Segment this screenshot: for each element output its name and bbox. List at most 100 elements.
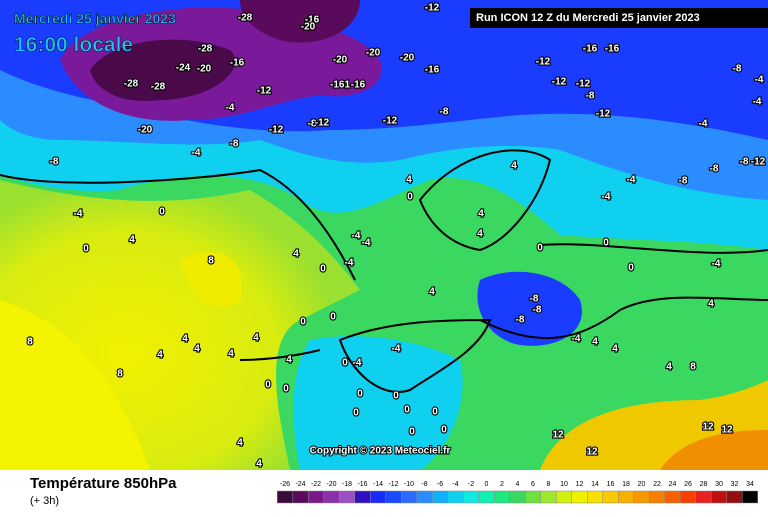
map-label: -8 (533, 305, 542, 316)
map-label: 0 (432, 407, 438, 418)
map-label: 4 (592, 337, 598, 348)
map-label: 8 (117, 369, 123, 380)
map-label: 4 (157, 350, 163, 361)
map-label: 4 (477, 229, 483, 240)
map-label: -4 (755, 75, 764, 86)
legend-tick-label: 34 (746, 481, 754, 488)
legend-tick-label: 18 (622, 481, 630, 488)
map-label: -4 (345, 258, 354, 269)
map-label: -16 (230, 58, 245, 69)
map-label: 0 (357, 389, 363, 400)
map-label: -16 (305, 15, 320, 26)
map-label: -4 (352, 231, 361, 242)
map-label: -12 (257, 86, 272, 97)
map-label: -12 (536, 57, 551, 68)
legend-swatch (509, 490, 526, 504)
map-label: 4 (708, 299, 714, 310)
legend-tick-label: 4 (516, 481, 520, 488)
map-label: -8 (50, 157, 59, 168)
legend-tick-label: -24 (295, 481, 305, 488)
legend-tick-label: -10 (404, 481, 414, 488)
coastlines (0, 149, 768, 393)
map-label: -20 (366, 48, 381, 59)
map-label: -8 (230, 139, 239, 150)
map-label: -4 (392, 344, 401, 355)
map-label: 4 (286, 355, 292, 366)
time: 16:00 locale (14, 34, 133, 57)
legend-tick-label: -2 (468, 481, 474, 488)
map-label: 0 (537, 243, 543, 254)
map-label: 0 (342, 358, 348, 369)
map-label: -16 (425, 65, 440, 76)
map-label: -8 (679, 176, 688, 187)
map-label: -161 (330, 80, 350, 91)
map-label: 8 (27, 337, 33, 348)
legend-tick-label: -26 (280, 481, 290, 488)
run-banner (470, 8, 768, 28)
legend-swatch (416, 490, 433, 504)
legend-tick-label: -6 (437, 481, 443, 488)
legend-tick-label: -16 (357, 481, 367, 488)
map-label: 0 (409, 427, 415, 438)
map-label: -8 (516, 315, 525, 326)
legend-tick-label: 32 (731, 481, 739, 488)
map-label: -8 (530, 294, 539, 305)
map-label: -28 (151, 82, 166, 93)
map-label: 4 (194, 344, 200, 355)
map-label: -4 (572, 334, 581, 345)
map-label: 12 (552, 430, 564, 441)
map-label: -12 (552, 77, 567, 88)
map-label: 0 (330, 312, 336, 323)
legend-swatch (463, 490, 479, 504)
legend-tick-label: -20 (326, 481, 336, 488)
map-label: -4 (353, 358, 362, 369)
legend-tick-label: 8 (547, 481, 551, 488)
legend-swatch (323, 490, 340, 504)
map-label: -12 (383, 116, 398, 127)
map-label: -20 (138, 125, 153, 136)
legend-tick-label: 2 (500, 481, 504, 488)
map-label: 4 (429, 287, 435, 298)
legend-tick-label: -22 (311, 481, 321, 488)
map-label: -20 (301, 22, 316, 33)
copyright: Copyright © 2023 Meteociel.fr (310, 446, 451, 457)
map-label: 4 (406, 175, 412, 186)
legend-swatch (494, 490, 510, 504)
legend-swatch (633, 490, 650, 504)
map-label: -8 (440, 107, 449, 118)
map-label: -8 (740, 157, 749, 168)
footer-title: Température 850hPa (30, 475, 177, 492)
map-label: -28 (198, 44, 213, 55)
legend-swatch (680, 490, 696, 504)
legend-tick-label: 28 (700, 481, 708, 488)
map-label: -12 (596, 109, 611, 120)
legend-swatch (726, 490, 743, 504)
legend-swatch (649, 490, 665, 504)
map-label: 0 (441, 425, 447, 436)
legend-tick-label: 14 (591, 481, 599, 488)
legend-swatch (525, 490, 541, 504)
map-label: 8 (208, 256, 214, 267)
map-label: -16 (351, 80, 366, 91)
map-label: 12 (702, 422, 714, 433)
map-label: -4 (712, 259, 721, 270)
map-label: 0 (603, 238, 609, 249)
map-label: 0 (265, 380, 271, 391)
map-label: -20 (333, 55, 348, 66)
map-label: 4 (293, 249, 299, 260)
color-legend: -26 -24 -22 -20 -18 -16 -14 -12 -10 -8 -6 -4 -2 0 2 4 6 8… (277, 481, 758, 504)
map-label: -12 (751, 157, 766, 168)
legend-swatch (432, 490, 448, 504)
date: Mercredi 25 janvier 2023 (14, 11, 176, 27)
legend-swatch (385, 490, 402, 504)
map-label: -24 (176, 63, 191, 74)
legend-swatch (292, 490, 309, 504)
map-label: 4 (612, 344, 618, 355)
map-label: -12 (269, 125, 284, 136)
legend-swatch (540, 490, 557, 504)
map-label: -4 (627, 175, 636, 186)
legend-tick-label: 22 (653, 481, 661, 488)
map-labels: -28 -16-20-28-24 -20-16-28 -28-20-12-4-12-8… (26, 2, 767, 471)
legend-swatch (401, 490, 417, 504)
